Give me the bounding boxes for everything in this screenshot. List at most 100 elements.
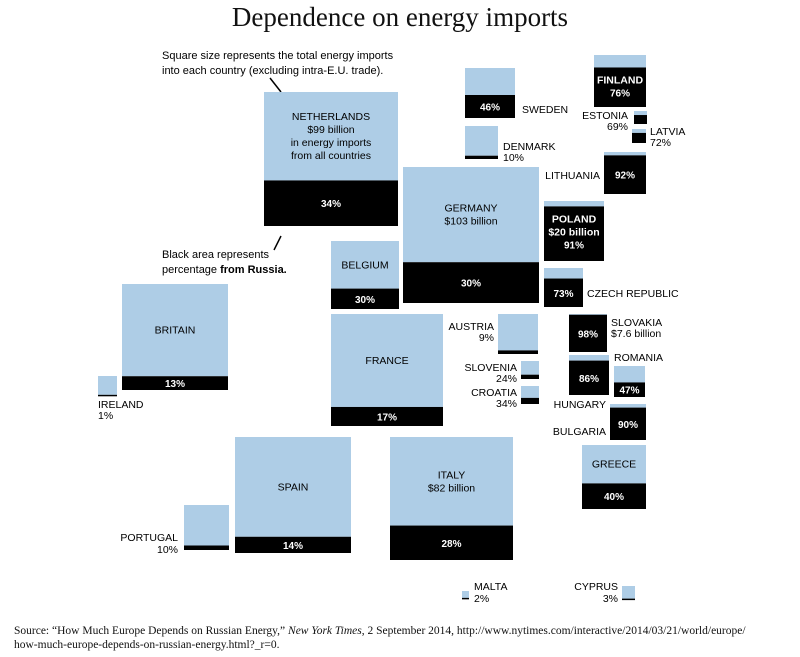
lithuania-pct-label: 92% — [615, 171, 635, 182]
slovakia-imports-square — [569, 314, 607, 315]
lithuania-imports-square — [604, 152, 646, 156]
spain-russia-share — [235, 536, 351, 553]
black-note: Black area represents percentage from Ru… — [162, 235, 287, 276]
ireland-label: IRELAND — [98, 399, 144, 411]
cyprus-label: CYPRUS — [574, 581, 618, 593]
belgium-pct-label: 30% — [355, 295, 375, 306]
spain-label: SPAIN — [278, 481, 309, 493]
spain-pct-label: 14% — [283, 541, 303, 552]
romania-imports-square — [614, 366, 645, 383]
belgium-imports-square — [331, 241, 399, 289]
portugal-russia-share — [184, 545, 229, 550]
netherlands-label-line3: in energy imports — [291, 137, 372, 149]
poland-label-line2: $20 billion — [548, 226, 599, 238]
country-hungary: HUNGARY 86% — [554, 355, 609, 411]
ireland-pct-label: 1% — [98, 410, 113, 422]
source-publication: New York Times — [288, 625, 362, 637]
slovenia-imports-square — [521, 361, 539, 375]
italy-label: ITALY — [438, 469, 466, 481]
germany-imports-square — [403, 167, 539, 263]
black-note-line1: Black area represents — [162, 249, 269, 261]
country-lithuania: LITHUANIA 92% — [545, 152, 646, 194]
country-finland: FINLAND 76% — [594, 55, 646, 107]
czech-republic-pct-label: 73% — [553, 289, 573, 300]
cyprus-pct-label: 3% — [603, 593, 618, 605]
austria-imports-square — [498, 314, 538, 351]
size-note-pointer — [269, 77, 282, 93]
italy-russia-share — [390, 525, 513, 560]
germany-label: GERMANY — [444, 203, 497, 215]
denmark-russia-share — [465, 155, 498, 159]
black-note-line2-b: from Russia. — [220, 264, 287, 276]
country-poland: POLAND$20 billion 91% — [544, 201, 604, 261]
slovakia-russia-share — [569, 314, 607, 352]
source-suffix: , 2 September 2014, http://www.nytimes.c… — [361, 625, 746, 637]
italy-label-line2: $82 billion — [428, 482, 475, 494]
austria-russia-share — [498, 350, 538, 354]
romania-russia-share — [614, 382, 645, 397]
source-note: Source: “How Much Europe Depends on Russ… — [14, 624, 794, 652]
hungary-imports-square — [569, 355, 609, 361]
estonia-label: ESTONIA — [582, 110, 628, 122]
spain-imports-square — [235, 437, 351, 537]
cyprus-russia-share — [622, 598, 635, 601]
country-spain: SPAIN 14% — [235, 437, 351, 553]
black-note-pointer — [273, 235, 282, 251]
estonia-pct-label: 69% — [607, 121, 628, 133]
france-pct-label: 17% — [377, 412, 397, 423]
bulgaria-russia-share — [610, 407, 646, 440]
czech-republic-russia-share — [544, 278, 583, 307]
slovakia-imports-label: $7.6 billion — [611, 328, 661, 340]
britain-pct-label: 13% — [165, 379, 185, 390]
bulgaria-pct-label: 90% — [618, 420, 638, 431]
belgium-russia-share — [331, 288, 399, 309]
malta-label: MALTA — [474, 581, 507, 593]
black-note-line2-a: percentage — [162, 264, 220, 276]
malta-imports-square — [462, 591, 469, 598]
malta-russia-share — [462, 597, 469, 600]
france-russia-share — [331, 406, 443, 426]
cyprus-imports-square — [622, 586, 635, 599]
black-note-line2: percentage from Russia. — [162, 264, 287, 276]
chart-title: Dependence on energy imports — [231, 2, 569, 32]
germany-pct-label: 30% — [461, 279, 481, 290]
latvia-imports-square — [632, 129, 646, 133]
romania-pct-label: 47% — [619, 386, 639, 397]
hungary-russia-share — [569, 360, 609, 395]
croatia-imports-square — [521, 386, 539, 398]
britain-russia-share — [122, 376, 228, 390]
bulgaria-imports-square — [610, 404, 646, 408]
britain-imports-square — [122, 284, 228, 377]
slovenia-label: SLOVENIA — [464, 362, 517, 374]
country-greece: GREECE 40% — [582, 445, 646, 509]
denmark-pct-label: 10% — [503, 152, 524, 164]
hungary-label: HUNGARY — [554, 399, 606, 411]
country-slovakia: SLOVAKIA$7.6 billion 98% — [569, 314, 662, 352]
country-britain: BRITAIN 13% — [122, 284, 228, 390]
slovenia-pct-label: 24% — [496, 373, 517, 385]
greece-pct-label: 40% — [604, 492, 624, 503]
size-note: Square size represents the total energy … — [162, 50, 394, 93]
france-imports-square — [331, 314, 443, 407]
italy-imports-square — [390, 437, 513, 526]
lithuania-russia-share — [604, 155, 646, 194]
sweden-label: SWEDEN — [522, 104, 568, 116]
poland-pct-label: 91% — [564, 240, 584, 251]
country-belgium: BELGIUM 30% — [331, 241, 399, 309]
france-label: FRANCE — [365, 355, 408, 367]
finland-label: FINLAND — [597, 74, 643, 86]
austria-label: AUSTRIA — [448, 321, 494, 333]
hungary-pct-label: 86% — [579, 374, 599, 385]
belgium-label: BELGIUM — [341, 259, 388, 271]
country-germany: GERMANY$103 billion 30% — [403, 167, 539, 303]
croatia-pct-label: 34% — [496, 398, 517, 410]
denmark-label: DENMARK — [503, 141, 556, 153]
netherlands-label-line4: from all countries — [291, 150, 371, 162]
greece-imports-square — [582, 445, 646, 484]
germany-russia-share — [403, 262, 539, 303]
